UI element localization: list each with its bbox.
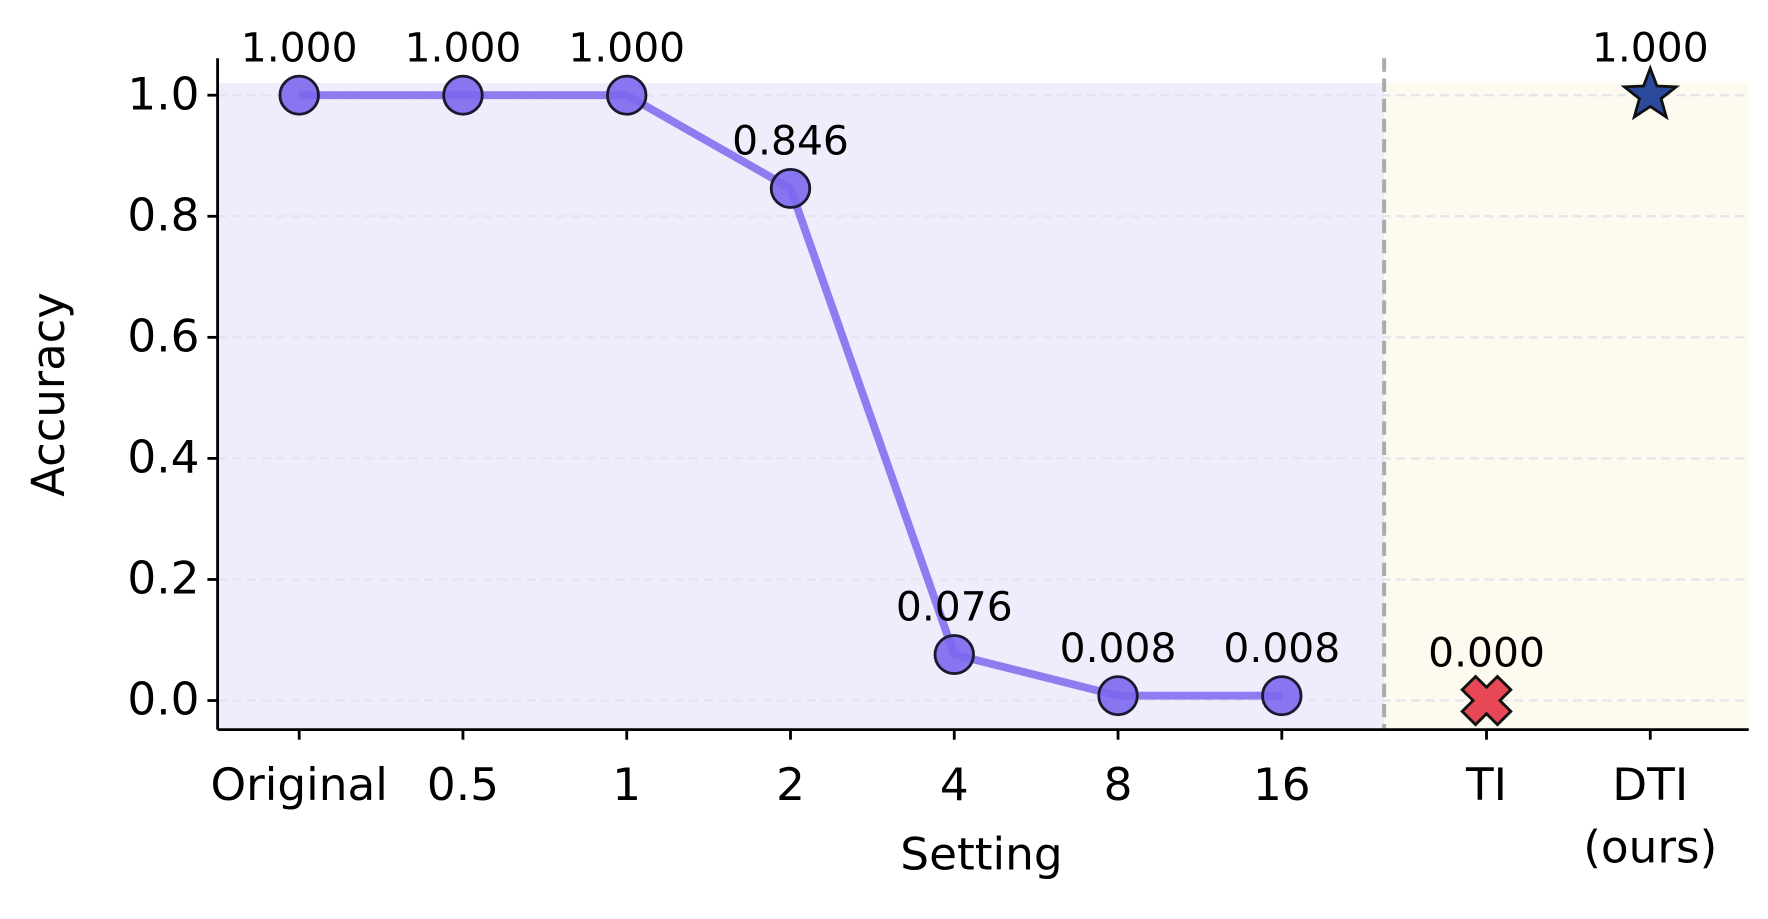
point xyxy=(933,634,975,675)
value-label: 0.000 xyxy=(1428,629,1545,677)
x-tick-label: 16 xyxy=(1253,758,1311,811)
x-tick-label: 4 xyxy=(940,758,969,811)
x-tick-label: DTI (ours) xyxy=(1583,758,1717,873)
point xyxy=(442,74,484,116)
x-tick-label: 8 xyxy=(1104,758,1133,811)
x-axis-title: Setting xyxy=(900,828,1062,881)
value-label: 1.000 xyxy=(241,24,358,72)
value-label: 0.008 xyxy=(1223,624,1340,672)
point xyxy=(1097,675,1139,717)
x-tick-label: TI xyxy=(1465,758,1507,811)
y-tick-label: 0.2 xyxy=(127,552,199,605)
point xyxy=(769,167,812,209)
point xyxy=(278,74,320,116)
x-tick-label: 1 xyxy=(612,758,641,811)
value-label: 1.000 xyxy=(568,24,685,72)
y-tick-label: 0.6 xyxy=(127,310,199,363)
value-label: 1.000 xyxy=(1592,24,1709,72)
y-tick-label: 0.4 xyxy=(127,431,199,484)
value-label: 0.846 xyxy=(732,117,849,165)
x-tick-label: 2 xyxy=(776,758,805,811)
point xyxy=(1261,675,1303,717)
y-axis-title: Accuracy xyxy=(22,292,75,497)
x-tick-label: Original xyxy=(211,758,388,811)
value-label: 0.008 xyxy=(1060,624,1177,672)
region-right xyxy=(1384,83,1749,730)
y-tick-label: 0.0 xyxy=(127,673,199,726)
point xyxy=(606,74,648,116)
y-tick-label: 1.0 xyxy=(127,68,199,121)
y-tick-label: 0.8 xyxy=(127,189,199,242)
x-tick-label: 0.5 xyxy=(427,758,499,811)
value-label: 1.000 xyxy=(405,24,522,72)
point xyxy=(1620,64,1680,121)
value-label: 0.076 xyxy=(896,583,1013,631)
point xyxy=(1460,674,1513,727)
